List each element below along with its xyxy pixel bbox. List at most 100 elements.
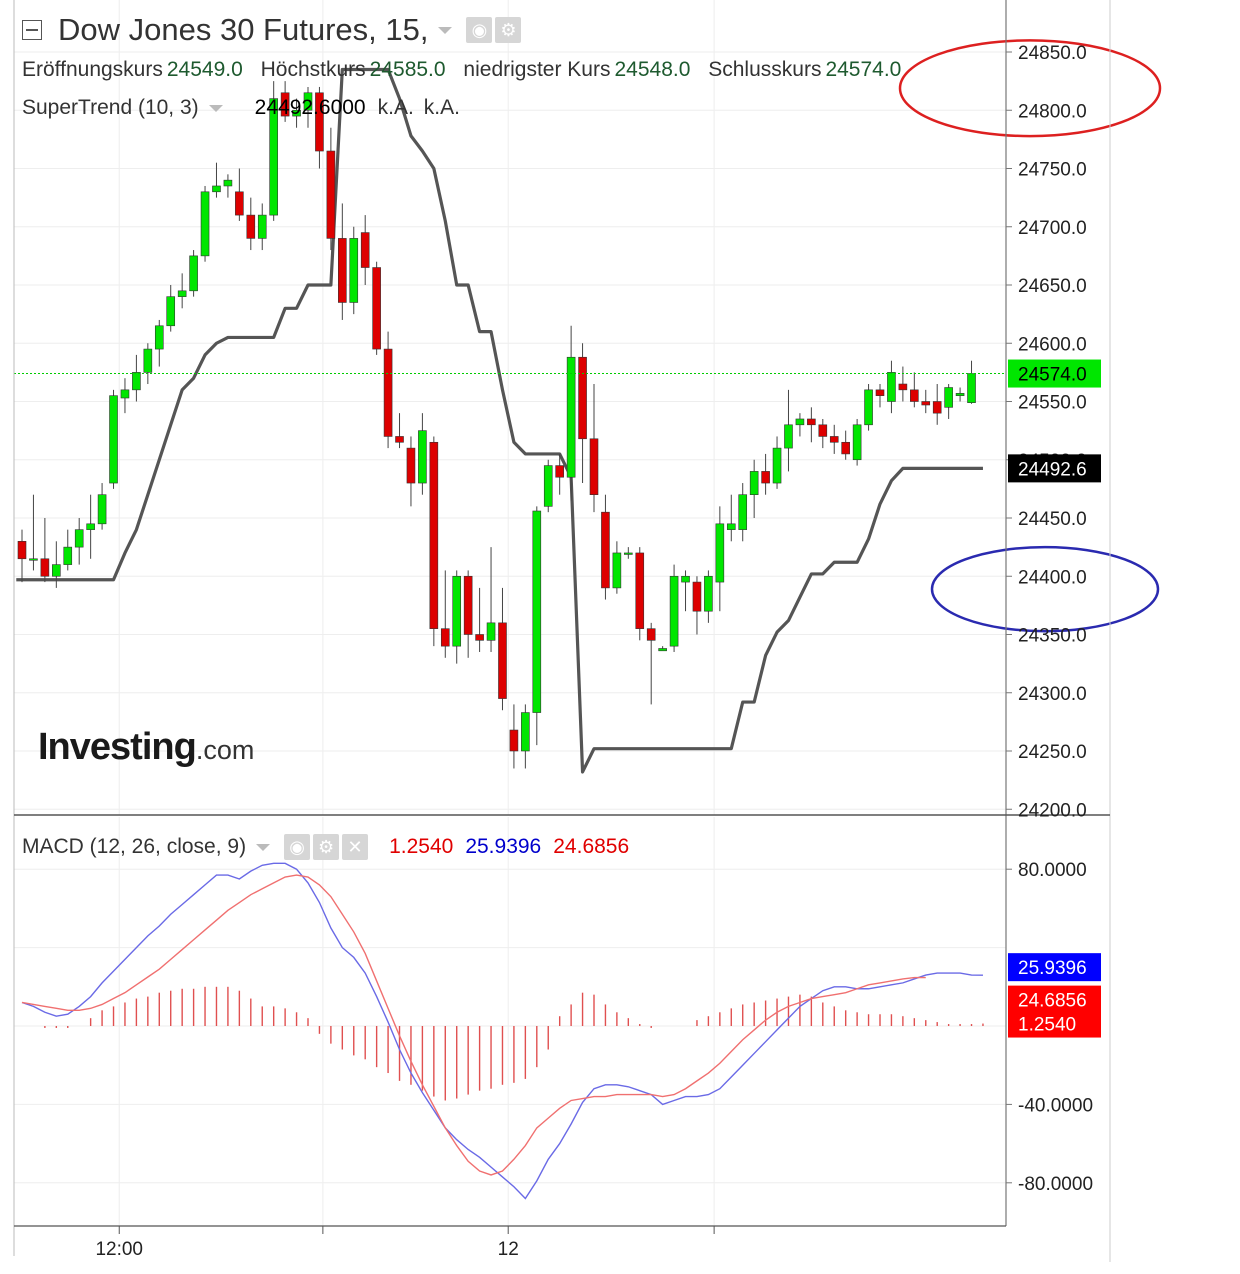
candle — [360, 215, 370, 285]
price-tick-label: 24350.0 — [1018, 626, 1087, 647]
macd-signal-value: 24.6856 — [553, 835, 630, 858]
supertrend-tag-text: 24492.6 — [1018, 459, 1087, 480]
macd-value-tag: 25.9396 — [1008, 953, 1101, 982]
candle-body-down — [40, 558, 50, 577]
candle — [578, 343, 587, 484]
candle — [669, 564, 679, 652]
chevron-down-icon[interactable] — [208, 104, 223, 112]
price-plot-area — [14, 0, 1006, 815]
candle — [795, 413, 805, 437]
candle-body-down — [395, 436, 404, 443]
candle-body-up — [944, 387, 953, 408]
macd-tick-label: -80.0000 — [1018, 1174, 1093, 1195]
candle-body-down — [246, 214, 256, 239]
candle — [566, 325, 576, 501]
candle — [692, 576, 702, 635]
candle — [86, 494, 95, 559]
annotation-layer — [898, 39, 1162, 633]
candle — [910, 372, 919, 408]
candle — [898, 366, 908, 402]
candle-body-up — [864, 389, 873, 426]
chevron-down-icon[interactable] — [438, 26, 453, 34]
candle-body-down — [555, 465, 564, 478]
candle-body-up — [63, 546, 73, 565]
logo-main-text: Investing — [38, 726, 197, 768]
candle — [624, 547, 633, 559]
candle-body-down — [429, 441, 439, 629]
candle-body-down — [440, 628, 450, 647]
candle-body-down — [498, 622, 507, 699]
investing-logo: Investing.com — [38, 726, 254, 769]
candle — [143, 343, 153, 385]
candle-body-down — [692, 581, 702, 612]
supertrend-label[interactable]: SuperTrend (10, 3) — [22, 96, 199, 119]
candle-body-down — [818, 424, 828, 437]
candle-body-down — [383, 348, 393, 437]
candle-body-up — [681, 575, 690, 583]
eye-icon[interactable]: ◉ — [284, 834, 311, 860]
close-icon[interactable]: ✕ — [342, 834, 369, 860]
price-tick-label: 24300.0 — [1018, 684, 1087, 705]
chevron-down-icon[interactable] — [256, 843, 271, 851]
candle — [177, 273, 187, 309]
candle-body-up — [749, 471, 759, 495]
candle-body-down — [932, 401, 942, 414]
candle — [383, 331, 393, 449]
candle — [292, 98, 301, 128]
candle — [475, 587, 484, 652]
candle — [349, 226, 359, 315]
candle-body-down — [875, 389, 885, 396]
signal-value-tag-text: 24.6856 — [1018, 991, 1087, 1012]
candle-body-down — [17, 540, 27, 560]
price-tick-label: 24800.0 — [1018, 101, 1087, 122]
candle — [772, 436, 782, 489]
candle-body-down — [761, 471, 770, 484]
candle — [395, 413, 404, 449]
candle-body-up — [257, 214, 267, 239]
candle-body-down — [807, 418, 816, 426]
candle — [932, 384, 942, 425]
candle-body-down — [338, 238, 347, 303]
candle-body-down — [315, 92, 324, 152]
macd-legend: MACD (12, 26, close, 9) ◉ ⚙ ✕ 1.2540 25.… — [22, 834, 629, 860]
candle-body-down — [326, 150, 336, 239]
ohlc-close: Schlusskurs 24574.0 — [708, 58, 901, 81]
candle-body-up — [669, 575, 679, 647]
candle-body-up — [532, 510, 542, 713]
instrument-title[interactable]: Dow Jones 30 Futures, 15, — [58, 12, 429, 47]
candle — [509, 704, 519, 769]
candle — [681, 570, 690, 612]
price-tick-label: 24550.0 — [1018, 393, 1087, 414]
last-price-tag-bg — [1008, 359, 1101, 388]
price-tick-label: 24250.0 — [1018, 742, 1087, 763]
chart-legend-title: Dow Jones 30 Futures, 15, ◉ ⚙ — [22, 12, 524, 48]
candle-body-up — [486, 622, 496, 641]
candle-body-up — [86, 523, 95, 530]
candle — [612, 541, 622, 594]
candle-body-up — [955, 393, 965, 396]
logo-suffix-text: .com — [195, 735, 255, 765]
candle-body-up — [543, 465, 553, 507]
candle — [761, 453, 770, 495]
signal-line — [21, 874, 926, 1176]
candle — [589, 384, 599, 513]
candle — [944, 384, 953, 419]
gear-icon[interactable]: ⚙ — [495, 17, 522, 43]
candle-body-up — [795, 418, 805, 426]
candle — [406, 436, 416, 507]
candle-body-up — [704, 575, 713, 612]
gear-icon[interactable]: ⚙ — [313, 834, 340, 860]
candle — [726, 494, 736, 542]
candle-body-up — [200, 191, 210, 257]
candle — [784, 389, 793, 472]
candle — [338, 203, 347, 320]
candle — [97, 483, 107, 530]
candle — [829, 424, 839, 454]
ohlc-high: Höchstkurs 24585.0 — [261, 58, 446, 81]
collapse-icon[interactable] — [22, 20, 42, 40]
candle-body-down — [921, 401, 931, 406]
macd-label[interactable]: MACD (12, 26, close, 9) — [22, 835, 247, 858]
eye-icon[interactable]: ◉ — [466, 17, 493, 43]
macd-line-value: 25.9396 — [465, 835, 542, 858]
